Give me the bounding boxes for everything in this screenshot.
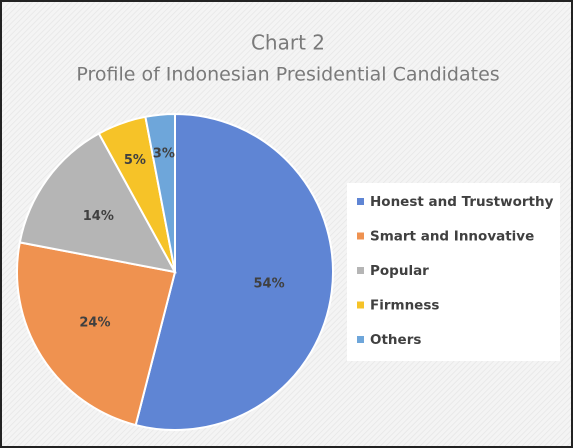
legend-label: Others	[370, 332, 421, 348]
legend-label: Honest and Trustworthy	[370, 194, 554, 210]
data-label: 14%	[83, 209, 114, 224]
data-label: 54%	[253, 276, 284, 291]
legend-label: Popular	[370, 263, 429, 279]
legend-swatch	[357, 336, 364, 343]
legend-label: Firmness	[370, 298, 439, 314]
pie-slice	[18, 132, 177, 274]
pie-slice	[144, 112, 176, 273]
data-label: 3%	[153, 147, 175, 162]
legend-label: Smart and Innovative	[370, 229, 534, 245]
data-label: 24%	[79, 315, 110, 330]
chart-subtitle: Profile of Indonesian Presidential Candi…	[76, 64, 499, 86]
legend-swatch	[357, 232, 364, 240]
legend-swatch	[357, 198, 364, 205]
chart-title: Chart 2	[251, 31, 325, 55]
data-label: 5%	[124, 153, 146, 168]
legend-swatch	[357, 301, 364, 309]
legend-swatch	[357, 267, 364, 274]
pie-slice	[134, 112, 334, 431]
pie-slice	[16, 241, 177, 427]
legend-box	[347, 183, 560, 361]
